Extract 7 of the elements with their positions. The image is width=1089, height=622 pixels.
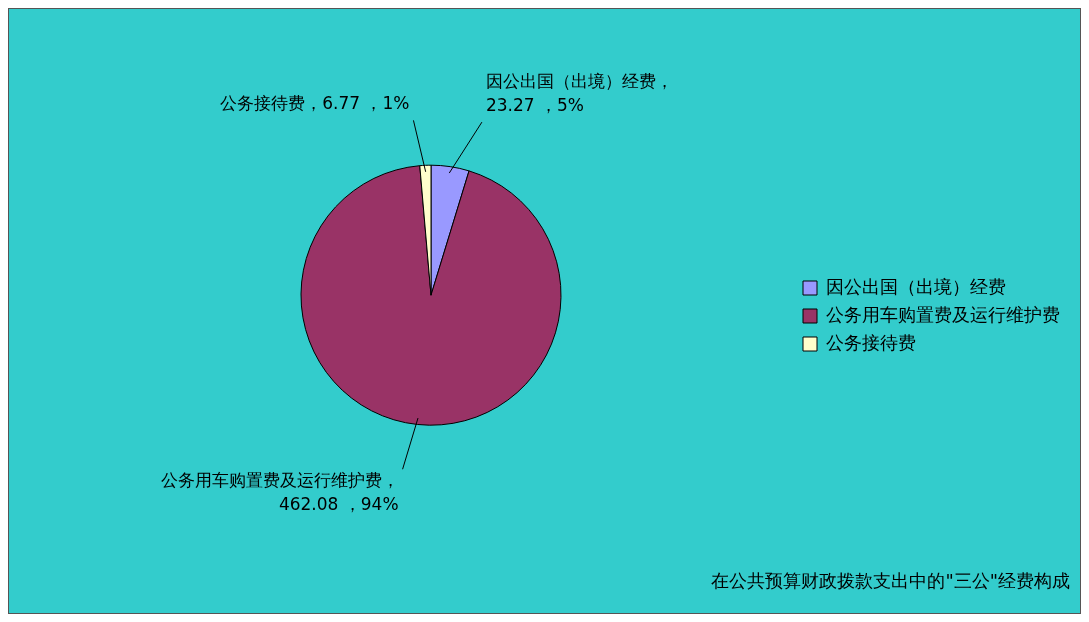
legend-label: 公务用车购置费及运行维护费 — [826, 303, 1060, 325]
data-label: 公务用车购置费及运行维护费，462.08 ，94% — [160, 470, 399, 515]
text: 在公共预算财政拨款支出中的"三公"经费构成 — [711, 569, 1070, 591]
legend-label: 因公出国（出境）经费 — [826, 275, 1006, 297]
legend-label: 公务接待费 — [826, 331, 916, 353]
data-label: 因公出国（出境）经费，23.27 ，5% — [485, 71, 673, 116]
data-label: 公务接待费，6.77 ，1% — [220, 93, 410, 114]
